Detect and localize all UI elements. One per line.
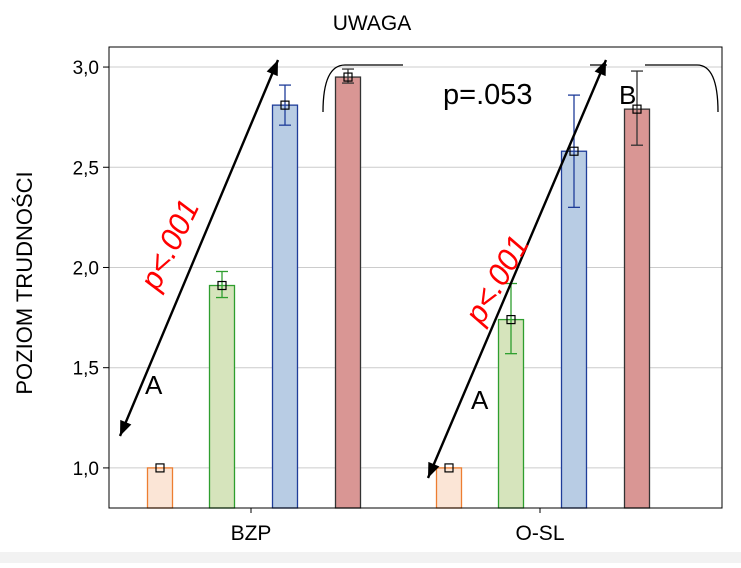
bar (560, 150, 588, 509)
label-a-osl: A (471, 385, 489, 415)
mean-marker (343, 72, 353, 82)
bar (271, 104, 299, 509)
arrow-head (266, 60, 278, 77)
mean-marker (632, 104, 642, 114)
bracket-left (322, 64, 403, 113)
y-axis-label: POZIOM TRUDNOŚCI (12, 171, 37, 394)
double-arrow-bzp (118, 59, 280, 437)
mean-marker (155, 463, 165, 473)
chart-title: UWAGA (333, 12, 412, 35)
p-value-between: p=.053 (443, 79, 533, 111)
double-arrow-osl (426, 59, 608, 479)
arrow-head (120, 419, 132, 436)
axis-layer: 1,0 1,5 2,0 2,5 3,0 BZP O-SL (73, 58, 565, 545)
figure-area (0, 0, 741, 552)
bar (435, 467, 463, 509)
y-tick-label: 3,0 (73, 58, 99, 79)
mean-marker (569, 146, 579, 156)
mean-marker (217, 280, 227, 291)
bar (623, 108, 651, 509)
y-tick-label: 1,5 (73, 359, 99, 380)
label-a-bzp: A (145, 370, 163, 400)
bar (208, 284, 236, 509)
bracket-right (645, 64, 719, 113)
bar (334, 76, 362, 509)
mean-marker (444, 463, 454, 473)
x-tick-label: BZP (231, 522, 272, 545)
arrow-head (428, 461, 440, 478)
mean-marker (506, 314, 516, 325)
arrow-shaft (118, 59, 280, 437)
arrow-shaft (426, 59, 608, 479)
y-tick-label: 1,0 (73, 459, 99, 480)
y-tick-label: 2,5 (73, 158, 99, 179)
label-b: B (619, 80, 636, 110)
arrow-head (594, 60, 606, 77)
plot-frame (108, 46, 723, 509)
bar (146, 467, 174, 509)
y-tick-label: 2,0 (73, 258, 99, 279)
mean-marker (280, 100, 290, 110)
x-tick-label: O-SL (515, 522, 564, 545)
bars-layer (146, 68, 651, 509)
